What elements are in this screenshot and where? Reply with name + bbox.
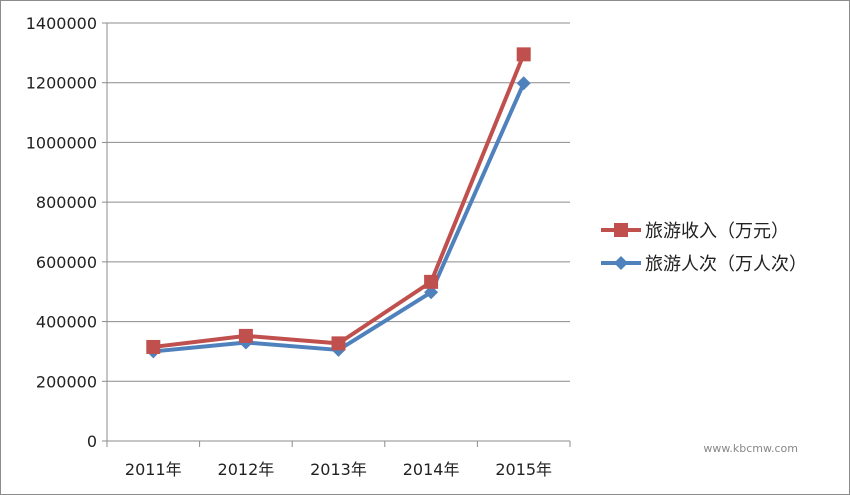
gridlines <box>102 22 571 447</box>
y-tick-label: 200000 <box>36 372 97 391</box>
data-point-square <box>424 274 439 289</box>
watermark: www.kbcmw.com <box>703 442 798 455</box>
y-tick-label: 800000 <box>36 193 97 212</box>
data-point-square <box>331 336 346 351</box>
data-point-square <box>516 47 531 62</box>
series-group <box>146 47 531 359</box>
y-tick-label: 1000000 <box>26 133 97 152</box>
data-point-diamond <box>614 256 628 270</box>
legend-label: 旅游人次（万人次） <box>645 254 807 275</box>
y-tick-label: 1200000 <box>26 74 97 93</box>
data-point-square <box>238 328 253 343</box>
y-axis-ticks: 0 200000 400000 600000 800000 1000000 1200000 1… <box>26 14 97 451</box>
data-point-square <box>614 223 628 237</box>
legend: 旅游收入（万元） 旅游人次（万人次） <box>601 221 807 275</box>
y-tick-label: 600000 <box>36 253 97 272</box>
x-tick-label: 2013年 <box>310 460 367 479</box>
series-line <box>153 53 526 349</box>
x-tick-label: 2015年 <box>495 460 552 479</box>
legend-label: 旅游收入（万元） <box>645 221 789 242</box>
x-axis-ticks: 2011年 2012年 2013年 2014年 2015年 <box>125 460 552 479</box>
x-tick-label: 2014年 <box>403 460 460 479</box>
x-tick-label: 2012年 <box>218 460 275 479</box>
y-tick-label: 0 <box>87 432 97 451</box>
series-line <box>153 82 526 354</box>
x-tick-label: 2011年 <box>125 460 182 479</box>
data-point-diamond <box>516 76 531 91</box>
y-tick-label: 400000 <box>36 313 97 332</box>
data-point-square <box>146 339 161 354</box>
y-tick-label: 1400000 <box>26 14 97 33</box>
